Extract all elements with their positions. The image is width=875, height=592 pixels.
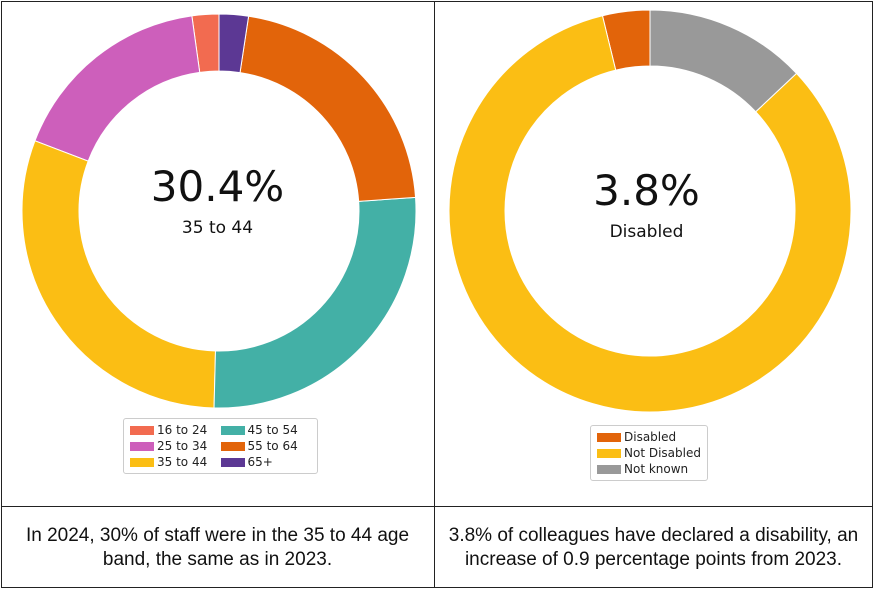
center-label: Disabled [609, 222, 684, 242]
disability-caption: 3.8% of colleagues have declared a disab… [448, 525, 859, 570]
legend-label: 55 to 64 [247, 439, 298, 453]
legend-swatch [597, 464, 621, 474]
center-value: 30.4% [150, 162, 285, 211]
divider [434, 2, 435, 587]
legend: 16 to 24 25 to 34 35 to 44 45 to 54 55 to 64… [123, 418, 318, 474]
legend-label: Not known [624, 462, 689, 476]
slice-not-disabled [448, 15, 852, 413]
legend-label: Not Disabled [624, 446, 701, 460]
slice-45-to-54 [213, 196, 417, 409]
legend-item: Not Disabled [597, 445, 701, 461]
legend-swatch [597, 448, 621, 458]
legend-swatch [130, 425, 154, 435]
legend-label: 35 to 44 [157, 455, 208, 469]
legend: Disabled Not Disabled Not known [590, 425, 708, 481]
legend-swatch [220, 425, 245, 435]
age-caption: In 2024, 30% of staff were in the 35 to … [25, 525, 410, 570]
divider [2, 506, 872, 507]
age-donut-panel: 30.4% 35 to 44 16 to 24 25 to 34 35 to 44 4… [2, 2, 433, 506]
slice-not-known [649, 9, 798, 113]
slice-35-to-44 [21, 140, 216, 409]
slice-65- [218, 13, 250, 74]
center-label: 35 to 44 [181, 218, 254, 238]
disability-donut-chart [448, 9, 852, 413]
legend-label: 45 to 54 [247, 423, 298, 437]
legend-label: 25 to 34 [157, 439, 208, 453]
legend-item: Not known [597, 461, 701, 477]
legend-item: Disabled [597, 429, 701, 445]
legend-item: 55 to 64 [220, 438, 312, 454]
slice-25-to-34 [34, 15, 201, 162]
legend-item: 45 to 54 [220, 422, 312, 438]
disability-donut-panel: 3.8% Disabled Disabled Not Disabled Not kn… [435, 2, 866, 506]
legend-label: 65+ [247, 455, 273, 469]
legend-swatch [130, 457, 154, 467]
legend-item: 65+ [220, 454, 312, 470]
legend-item: 16 to 24 [130, 422, 221, 438]
legend-swatch [220, 441, 245, 451]
legend-swatch [220, 457, 245, 467]
age-donut-chart [21, 13, 417, 409]
legend-swatch [130, 441, 154, 451]
legend-label: 16 to 24 [157, 423, 208, 437]
legend-item: 35 to 44 [130, 454, 221, 470]
legend-item: 25 to 34 [130, 438, 221, 454]
legend-swatch [597, 432, 621, 442]
legend-label: Disabled [624, 430, 677, 444]
center-value: 3.8% [593, 166, 700, 215]
